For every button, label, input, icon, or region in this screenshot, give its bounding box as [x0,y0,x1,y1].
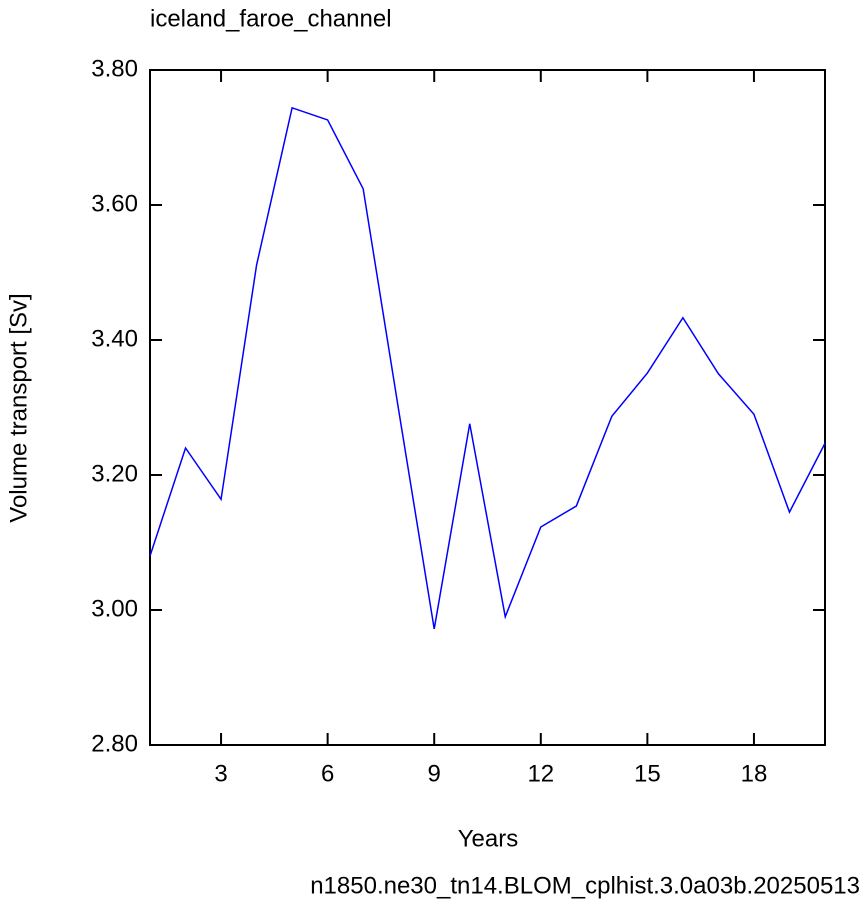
y-tick-label: 3.00 [91,595,138,622]
data-line [149,106,826,630]
x-tick-label: 12 [527,760,554,787]
y-tick-label: 3.80 [91,55,138,82]
y-axis-label: Volume transport [Sv] [5,293,32,522]
x-tick-label: 6 [321,760,334,787]
y-tick-label: 3.60 [91,190,138,217]
chart-title: iceland_faroe_channel [150,5,392,32]
y-tick-label: 3.40 [91,325,138,352]
x-tick-label: 3 [214,760,227,787]
x-tick-label: 18 [741,760,768,787]
y-tick-label: 2.80 [91,730,138,757]
y-tick-label: 3.20 [91,460,138,487]
x-tick-label: 9 [428,760,441,787]
x-tick-label: 15 [634,760,661,787]
plot-frame [149,69,826,746]
subtitle: n1850.ne30_tn14.BLOM_cplhist.3.0a03b.202… [310,872,860,899]
x-axis-label: Years [458,825,519,852]
